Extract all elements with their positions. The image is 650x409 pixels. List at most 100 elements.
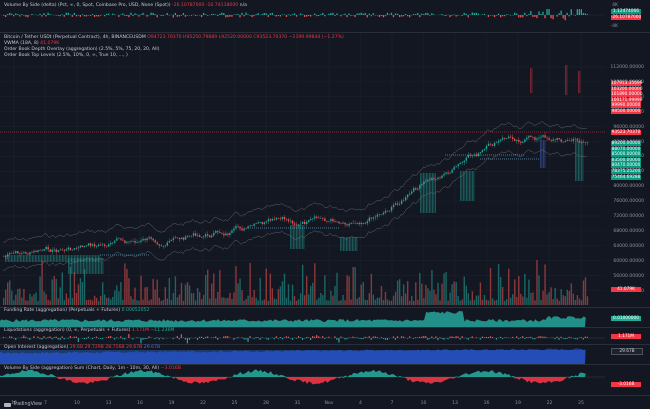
oi-low: 28.716B [105, 345, 125, 350]
delta-tag-neg: -26.10787000 [611, 15, 642, 20]
vwma-value: 41.079K [40, 41, 60, 46]
volume-by-side-legend[interactable]: Volume By Side (aggregation) Sum (Chart,… [4, 366, 181, 372]
bid-level-tag: 78375.25200 [611, 169, 641, 174]
funding-value: 0.00052052 [121, 308, 150, 313]
time-tick: 10 [11, 401, 17, 406]
oi-open: 29.6B [69, 345, 84, 350]
delta-tick-4k: 4K [612, 3, 618, 8]
ask-level-tag: 98500.00000 [611, 109, 641, 114]
vwma-label: VWMA (18A, 8) [4, 41, 39, 46]
time-tick: 4 [359, 401, 362, 406]
oi-close: 29.67B [126, 345, 143, 350]
time-tick: 25 [231, 401, 238, 406]
time-tick: 10 [74, 401, 80, 406]
ohlc-values: O94723.70370 H95250.79889 L92520.00000 C… [147, 35, 344, 40]
time-tick: 19 [515, 401, 521, 406]
time-tick: 7 [44, 401, 47, 406]
ob-levels-legend[interactable]: Order Book Top Levels (2.5%, 10%, 0, ∞, … [4, 53, 128, 58]
open-interest-legend[interactable]: Open Interest (aggregation) 29.6B 29.729… [4, 345, 160, 351]
bid-level-tag: 75464.69288 [611, 174, 641, 180]
price-tick: 96000.00000 [613, 124, 644, 130]
time-tick: 16 [137, 401, 143, 406]
oi-high: 29.729B [84, 345, 104, 350]
delta-pane-label: Volume By Side (delta) (Pct, ∞, 0, Spot,… [4, 3, 247, 9]
ask-level-tag: 107913.35699 [611, 81, 643, 86]
price-tick: 80000.00000 [613, 184, 644, 190]
price-tick: 64000.00000 [613, 243, 644, 249]
delta-tick-neg4k: -4K [610, 24, 618, 29]
delta-tag-pos: 1.12474066 [611, 9, 641, 14]
liquidations-value-b: −11.236M [150, 328, 175, 333]
delta-value-c: n/a [239, 3, 247, 8]
delta-indicator-title[interactable]: Volume By Side (delta) (Pct, ∞, 0, Spot,… [4, 3, 171, 8]
delta-histogram [0, 9, 605, 21]
bid-level-tag: 83500.00000 [611, 157, 641, 163]
price-tick: 104000.00000 [610, 95, 644, 100]
price-tick: 56000.00000 [613, 273, 644, 279]
open-interest-area [0, 348, 586, 364]
delta-value-b: -10.74118000 [205, 3, 239, 8]
ask-level-tag: 99990.00000 [611, 103, 641, 109]
volume-by-side-tag: -3.016B [611, 382, 641, 387]
bid-level-tag: 88070.00000 [611, 146, 641, 152]
time-tick: Nov [324, 401, 334, 406]
volume-by-side-label: Volume By Side (aggregation) Sum (Chart,… [4, 366, 160, 371]
funding-legend[interactable]: Funding Rate (aggregation) (Perpetuals +… [4, 308, 149, 314]
volume-tag: 41.079K [611, 287, 641, 292]
time-tick: 13 [452, 401, 458, 406]
liquidations-label: Liquidations (aggregation) (0, ∞, Perpet… [4, 328, 131, 333]
time-tick: 16 [483, 401, 490, 406]
volume-by-side-value: −3.016B [160, 366, 181, 371]
liquidations-tag: 1.171M [611, 334, 641, 339]
symbol-title[interactable]: Bitcoin / Tether USDt (Perpetual Contrac… [4, 35, 146, 40]
price-tick: 68000.00000 [613, 228, 644, 234]
time-tick: 19 [168, 401, 175, 406]
tradingview-logo[interactable]: TradingView [4, 402, 42, 407]
oi-extra: 29.67B [143, 345, 161, 350]
funding-area [0, 311, 586, 327]
funding-pane: Funding Rate (aggregation) (Perpetuals +… [0, 308, 650, 327]
open-interest-label: Open Interest (aggregation) [4, 345, 69, 350]
delta-pane: Volume By Side (delta) (Pct, ∞, 0, Spot,… [0, 0, 650, 32]
pane-divider[interactable] [0, 344, 650, 345]
delta-value-a: -26.10787000 [172, 3, 205, 8]
liquidations-bars [0, 333, 605, 344]
funding-label: Funding Rate (aggregation) (Perpetuals +… [4, 308, 121, 313]
time-tick: 22 [546, 401, 553, 406]
time-tick: 7 [390, 401, 394, 406]
pane-divider [0, 395, 650, 396]
time-tick: 31 [294, 401, 301, 406]
tradingview-icon [4, 402, 11, 407]
price-tick: 72000.00000 [613, 214, 644, 219]
bid-level-tag: 80470.00000 [611, 163, 641, 169]
volume-by-side-area [0, 369, 605, 385]
price-tick: 112000.00000 [610, 65, 644, 70]
price-chart[interactable] [0, 33, 605, 307]
time-tick: 28 [263, 401, 269, 406]
volume-by-side-pane: Volume By Side (aggregation) Sum (Chart,… [0, 365, 650, 395]
liquidations-legend[interactable]: Liquidations (aggregation) (0, ∞, Perpet… [4, 328, 174, 334]
ob-depth-legend[interactable]: Order Book Depth Overlay (aggregation) (… [4, 47, 160, 52]
pane-divider[interactable] [0, 364, 650, 365]
ask-level-tag: 101890.00000 [611, 92, 643, 98]
last-price-tag: 93523.70370 [611, 130, 641, 135]
time-tick: 25 [578, 401, 584, 406]
liquidations-pane: Liquidations (aggregation) (0, ∞, Perpet… [0, 328, 650, 344]
time-tick: 10 [420, 401, 427, 406]
vwma-legend[interactable]: VWMA (18A, 8) 41.079K [4, 41, 59, 47]
bid-level-tag: 89200.00000 [611, 141, 641, 146]
price-pane: Bitcoin / Tether USDt (Perpetual Contrac… [0, 33, 650, 307]
price-tick: 76000.00000 [613, 199, 644, 205]
ask-level-tag: 103200.00000 [611, 86, 643, 92]
liquidations-value-a: 1.171M [131, 328, 149, 333]
pane-divider[interactable] [0, 307, 650, 308]
pane-divider[interactable] [0, 327, 650, 328]
time-tick: 13 [105, 401, 112, 406]
time-axis[interactable]: 10 7 10 13 16 19 22 25 28 31 Nov 4 7 10 13 16 19 22 25 [0, 395, 605, 409]
pane-divider[interactable] [0, 32, 650, 33]
symbol-info: Bitcoin / Tether USDt (Perpetual Contrac… [4, 35, 344, 41]
price-tick: 60000.00000 [613, 258, 644, 264]
time-tick: 22 [200, 401, 206, 406]
ask-level-tag: 100171.99999 [611, 97, 643, 103]
brand-label: TradingView [13, 402, 42, 407]
